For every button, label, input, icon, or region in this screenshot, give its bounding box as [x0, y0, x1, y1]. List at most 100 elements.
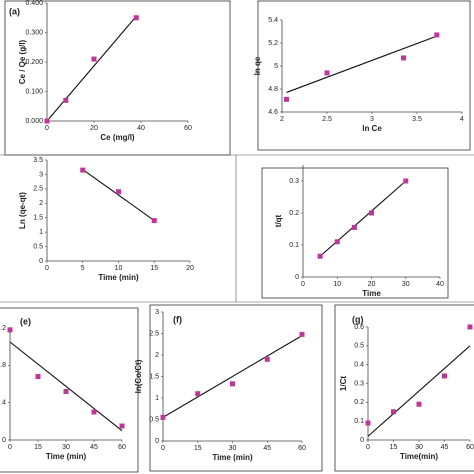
- x-tick-label: 5: [81, 265, 85, 272]
- point: [334, 239, 340, 245]
- trend-line: [82, 169, 155, 222]
- y-tick-label: 5.2: [268, 40, 278, 47]
- point: [299, 331, 305, 337]
- x-tick-label: 3.5: [412, 116, 422, 123]
- trend-line: [286, 35, 437, 93]
- x-tick-label: 15: [390, 444, 398, 451]
- x-tick-label: 30: [402, 281, 410, 288]
- x-axis-label: Time(min): [400, 452, 438, 461]
- panel-frame: [334, 304, 474, 472]
- trend-line: [319, 180, 407, 257]
- x-tick-label: 40: [137, 125, 145, 132]
- panel-frame: [149, 304, 323, 472]
- point: [195, 391, 201, 397]
- y-axis-label: ln qe: [253, 56, 262, 75]
- y-tick-label: 0: [2, 437, 6, 444]
- x-tick-label: 0: [366, 444, 370, 451]
- x-tick-label: 60: [118, 444, 126, 451]
- panel-frame: [257, 0, 471, 151]
- y-tick-label: 1.2: [0, 325, 6, 332]
- x-tick-label: 0: [301, 281, 305, 288]
- y-tick-label: 0: [155, 438, 159, 445]
- point: [230, 381, 235, 387]
- point: [369, 210, 374, 216]
- x-axis-label: Time: [362, 289, 381, 298]
- x-tick-label: 2: [280, 116, 284, 123]
- point: [35, 374, 41, 380]
- trend-line: [162, 335, 303, 418]
- x-tick-label: 10: [115, 265, 123, 272]
- panel-frame: [4, 0, 231, 156]
- point: [317, 253, 323, 259]
- y-tick-label: 2: [39, 200, 43, 207]
- x-tick-label: 0: [8, 444, 12, 451]
- y-axis-label: 1/Ct: [339, 376, 348, 391]
- y-tick-label: 0.1: [354, 418, 364, 425]
- x-tick-label: 0: [45, 265, 49, 272]
- point: [324, 70, 330, 76]
- x-tick-label: 30: [229, 445, 237, 452]
- y-tick-label: 5.4: [268, 17, 278, 24]
- y-tick-label: 0: [39, 258, 43, 265]
- x-axis-label: Time (min): [98, 273, 139, 282]
- x-tick-label: 45: [263, 445, 271, 452]
- x-tick-label: 0: [161, 445, 165, 452]
- trend-line: [9, 341, 123, 432]
- y-tick-label: 0.100: [25, 88, 43, 95]
- y-tick-label: 0: [360, 437, 364, 444]
- point: [7, 327, 13, 333]
- y-tick-label: 4.6: [268, 109, 278, 116]
- point: [442, 373, 447, 379]
- y-tick-label: 2.5: [33, 186, 43, 193]
- point: [63, 388, 69, 394]
- x-tick-label: 60: [298, 445, 306, 452]
- y-tick-label: 0.200: [25, 59, 43, 66]
- y-tick-label: 0.5: [354, 343, 364, 350]
- y-tick-label: 2: [155, 352, 159, 359]
- trend-line: [367, 345, 471, 437]
- x-tick-label: 3: [370, 116, 374, 123]
- y-tick-label: 0.000: [25, 118, 43, 125]
- x-tick-label: 60: [466, 444, 474, 451]
- y-tick-label: 0.2: [289, 210, 299, 217]
- y-tick-label: 1.5: [149, 373, 159, 380]
- point: [284, 96, 289, 102]
- y-tick-label: 0.5: [149, 416, 159, 423]
- point: [91, 409, 97, 415]
- x-axis-label: Ce (mg/l): [100, 133, 135, 142]
- x-tick-label: 20: [186, 265, 194, 272]
- x-tick-label: 30: [415, 444, 423, 451]
- point: [365, 420, 371, 426]
- y-tick-label: 0.1: [289, 242, 299, 249]
- y-tick-label: 0.3: [354, 380, 364, 387]
- point: [119, 423, 125, 429]
- point: [133, 15, 139, 21]
- panel-title: (a): [9, 6, 20, 16]
- point: [416, 401, 422, 407]
- y-tick-label: 1: [39, 229, 43, 236]
- point: [80, 167, 86, 173]
- panel-title: (f): [173, 314, 182, 324]
- y-tick-label: 0.300: [25, 29, 43, 36]
- y-tick-label: 0: [295, 274, 299, 281]
- x-tick-label: 60: [184, 125, 192, 132]
- y-tick-label: 5: [274, 63, 278, 70]
- panel-frame: [261, 167, 449, 299]
- point: [151, 218, 157, 224]
- y-tick-label: 0.3: [289, 178, 299, 185]
- x-tick-label: 15: [194, 445, 202, 452]
- y-tick-label: 0.6: [354, 324, 364, 331]
- point: [160, 414, 166, 420]
- x-tick-label: 40: [436, 281, 444, 288]
- y-tick-label: 3: [155, 309, 159, 316]
- x-tick-label: 2.5: [322, 116, 332, 123]
- point: [403, 178, 409, 184]
- x-tick-label: 30: [62, 444, 70, 451]
- y-tick-label: 0.8: [0, 362, 6, 369]
- trend-line: [46, 15, 137, 122]
- y-tick-label: 3: [39, 171, 43, 178]
- y-tick-label: 0.4: [354, 362, 364, 369]
- y-tick-label: 2.5: [149, 330, 159, 337]
- panel-frame: [0, 307, 139, 473]
- y-tick-label: 1.5: [33, 215, 43, 222]
